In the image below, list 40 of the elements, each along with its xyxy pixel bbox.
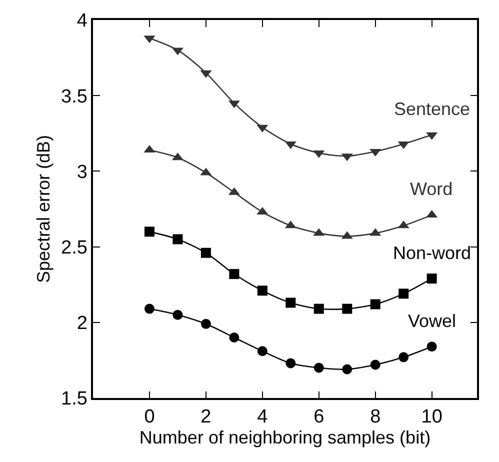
x-tick-label: 8 <box>370 406 381 428</box>
point <box>314 304 324 314</box>
point <box>314 362 324 373</box>
point <box>426 342 437 352</box>
point <box>342 304 352 314</box>
point <box>257 346 268 356</box>
y-tick-label: 4 <box>76 10 88 32</box>
x-axis-title: Number of neighboring samples (bit) <box>139 428 431 448</box>
point <box>257 286 268 296</box>
y-tick-label: 2.5 <box>61 237 88 258</box>
point <box>200 248 211 258</box>
point <box>286 358 296 368</box>
point <box>286 298 296 308</box>
point <box>426 274 437 284</box>
y-tick-label: 1.5 <box>61 388 88 410</box>
y-tick-label: 3.5 <box>61 86 88 108</box>
x-tick-label: 6 <box>314 406 324 428</box>
point <box>370 360 380 370</box>
point <box>342 364 352 374</box>
y-axis-title: Spectral error (dB) <box>34 134 54 284</box>
x-tick-label: 0 <box>144 406 155 428</box>
point <box>398 288 409 299</box>
point <box>229 332 240 343</box>
x-tick-label: 2 <box>200 406 212 428</box>
x-tick-label: 10 <box>421 406 442 428</box>
point <box>229 269 240 280</box>
point <box>398 352 409 362</box>
point <box>144 226 154 237</box>
series-label: Word <box>410 179 453 199</box>
point <box>144 304 154 314</box>
y-tick-label: 3 <box>76 162 88 183</box>
y-tick-label: 2 <box>76 313 88 334</box>
point <box>200 318 211 329</box>
point <box>172 234 183 244</box>
series-label: Sentence <box>394 99 470 119</box>
legend-label: Non-word <box>393 243 472 263</box>
point <box>172 310 183 320</box>
legend-label: Vowel <box>408 311 456 331</box>
point <box>370 299 380 310</box>
x-tick-label: 4 <box>257 406 268 428</box>
